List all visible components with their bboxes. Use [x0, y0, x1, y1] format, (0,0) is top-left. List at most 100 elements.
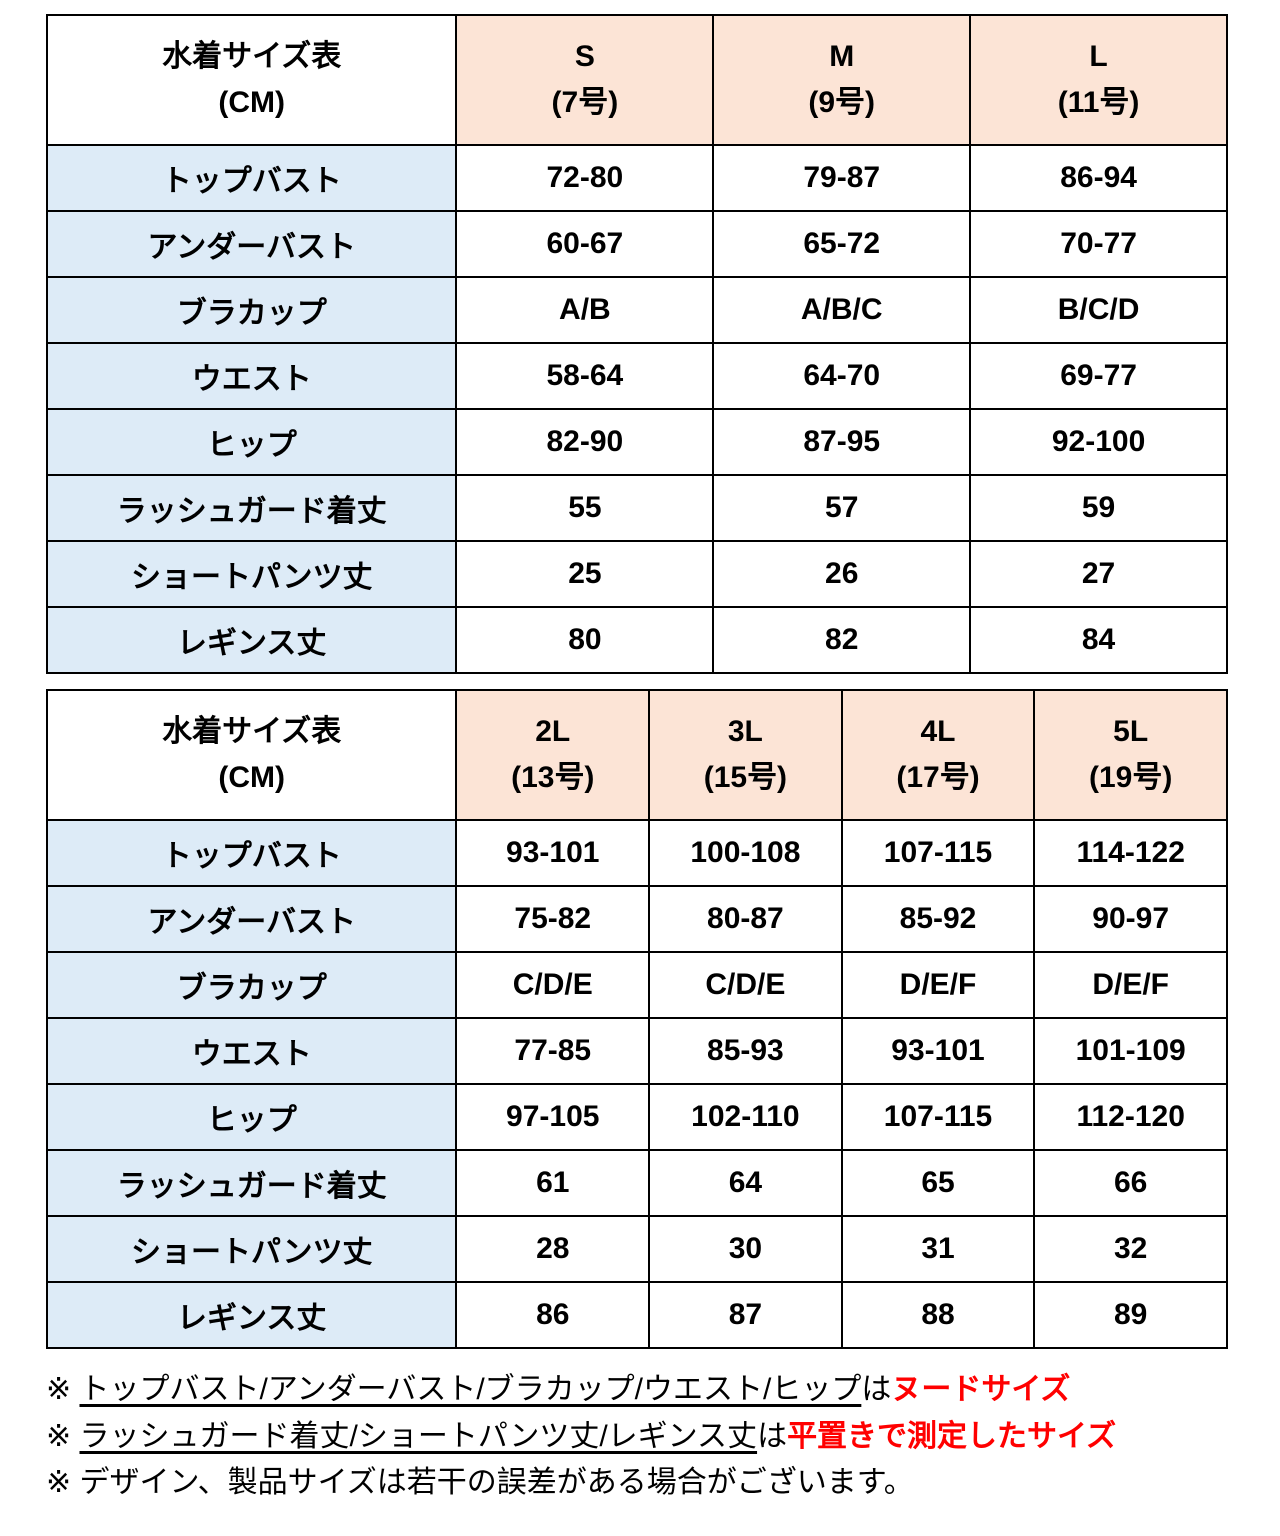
footnote-segment: は [861, 1373, 892, 1406]
size-label: L [1089, 40, 1108, 73]
table-row: アンダーバスト 75-82 80-87 85-92 90-97 [45, 885, 1228, 953]
table-row: トップバスト 93-101 100-108 107-115 114-122 [45, 819, 1228, 887]
size-label: S [574, 40, 595, 73]
size-jp-number: (15号) [703, 761, 788, 794]
table-row: ヒップ 97-105 102-110 107-115 112-120 [45, 1083, 1228, 1151]
footnote-segment: ※ デザイン、製品サイズは若干の誤差がある場合がございます。 [46, 1466, 914, 1499]
table-title-unit: (CM) [218, 86, 286, 119]
size-column-header: M (9号) [712, 14, 972, 146]
size-value: 72-80 [455, 144, 715, 212]
table-row: ブラカップ C/D/E C/D/E D/E/F D/E/F [45, 951, 1228, 1019]
footnote-segment: ※ [46, 1373, 80, 1406]
footnote-segment: トップバスト/アンダーバスト/ブラカップ/ウエスト/ヒップ [79, 1373, 862, 1406]
row-label: ヒップ [45, 408, 458, 476]
footnote-segment: ヌードサイズ [891, 1373, 1071, 1406]
table-row: ショートパンツ丈 28 30 31 32 [45, 1215, 1228, 1283]
table-row: ウエスト 77-85 85-93 93-101 101-109 [45, 1017, 1228, 1085]
size-value: 26 [712, 540, 972, 608]
row-label: ショートパンツ丈 [45, 540, 458, 608]
size-value: 31 [840, 1215, 1036, 1283]
size-value: 101-109 [1033, 1017, 1228, 1085]
footnote: ※ デザイン、製品サイズは若干の誤差がある場合がございます。 [46, 1460, 1228, 1507]
table-row: ヒップ 82-90 87-95 92-100 [45, 408, 1228, 476]
size-value: 80-87 [648, 885, 843, 953]
size-value: 82-90 [455, 408, 715, 476]
size-value: 25 [455, 540, 715, 608]
size-label: 2L [535, 715, 571, 748]
size-label: 5L [1113, 715, 1149, 748]
size-label: 4L [920, 715, 956, 748]
size-value: 93-101 [840, 1017, 1036, 1085]
row-label: アンダーバスト [45, 210, 458, 278]
size-value: 97-105 [455, 1083, 651, 1151]
size-value: 58-64 [455, 342, 715, 410]
footnote-segment: は [757, 1419, 788, 1453]
row-label: レギンス丈 [45, 606, 458, 674]
size-value: D/E/F [840, 951, 1036, 1019]
row-label: ブラカップ [45, 951, 458, 1019]
table-row: レギンス丈 86 87 88 89 [45, 1281, 1228, 1349]
footnote-segment: ラッシュガード着丈/ショートパンツ丈/レギンス丈 [79, 1419, 758, 1453]
size-jp-number: (19号) [1088, 761, 1173, 794]
size-value: 57 [712, 474, 972, 542]
size-value: C/D/E [455, 951, 651, 1019]
size-value: 112-120 [1033, 1083, 1228, 1151]
size-value: 30 [648, 1215, 843, 1283]
size-value: 86-94 [969, 144, 1228, 212]
size-value: A/B/C [712, 276, 972, 344]
size-value: 27 [969, 540, 1228, 608]
table-title: 水着サイズ表 [162, 40, 342, 73]
size-jp-number: (13号) [511, 761, 595, 794]
table-title-cell: 水着サイズ表 (CM) [45, 689, 458, 821]
size-value: A/B [455, 276, 715, 344]
size-column-header: 3L (15号) [648, 689, 843, 821]
table-title-unit: (CM) [218, 761, 286, 794]
table-title-cell: 水着サイズ表 (CM) [45, 14, 458, 146]
size-value: 88 [840, 1281, 1036, 1349]
size-jp-number: (11号) [1057, 86, 1140, 119]
size-table-s-m-l: 水着サイズ表 (CM) S (7号) M (9号) L (11号) トップバスト 72-80 79-… [45, 14, 1228, 674]
table-row: ブラカップ A/B A/B/C B/C/D [45, 276, 1228, 344]
size-label: M [829, 40, 855, 73]
row-label: トップバスト [45, 144, 458, 212]
size-label: 3L [727, 715, 763, 748]
size-column-header: 4L (17号) [840, 689, 1036, 821]
footnote-segment: ※ [46, 1419, 80, 1453]
table-row: アンダーバスト 60-67 65-72 70-77 [45, 210, 1228, 278]
size-value: 107-115 [840, 819, 1036, 887]
row-label: アンダーバスト [45, 885, 458, 953]
size-value: 100-108 [648, 819, 843, 887]
size-value: 87-95 [712, 408, 972, 476]
size-value: 32 [1033, 1215, 1228, 1283]
row-label: ヒップ [45, 1083, 458, 1151]
size-value: C/D/E [648, 951, 843, 1019]
table-title: 水着サイズ表 [162, 715, 342, 748]
size-value: 87 [648, 1281, 843, 1349]
size-value: 90-97 [1033, 885, 1228, 953]
table-row: ショートパンツ丈 25 26 27 [45, 540, 1228, 608]
footnote: ※ ラッシュガード着丈/ショートパンツ丈/レギンス丈は平置きで測定したサイズ [46, 1414, 1228, 1461]
size-value: 55 [455, 474, 715, 542]
table-row: ラッシュガード着丈 61 64 65 66 [45, 1149, 1228, 1217]
size-value: 59 [969, 474, 1228, 542]
size-column-header: S (7号) [455, 14, 715, 146]
size-column-header: 5L (19号) [1033, 689, 1228, 821]
size-value: B/C/D [969, 276, 1228, 344]
row-label: ウエスト [45, 1017, 458, 1085]
size-value: 69-77 [969, 342, 1228, 410]
size-value: 64-70 [712, 342, 972, 410]
size-column-header: L (11号) [969, 14, 1228, 146]
size-value: 93-101 [455, 819, 651, 887]
table-row: レギンス丈 80 82 84 [45, 606, 1228, 674]
size-value: 107-115 [840, 1083, 1036, 1151]
size-value: 85-92 [840, 885, 1036, 953]
size-value: 28 [455, 1215, 651, 1283]
footnotes: ※ トップバスト/アンダーバスト/ブラカップ/ウエスト/ヒップはヌードサイズ ※ … [46, 1367, 1228, 1507]
size-column-header: 2L (13号) [455, 689, 651, 821]
size-value: 89 [1033, 1281, 1228, 1349]
size-table-2l-5l: 水着サイズ表 (CM) 2L (13号) 3L (15号) 4L (17号) 5L (19号) トッ… [45, 689, 1228, 1349]
row-label: レギンス丈 [45, 1281, 458, 1349]
size-value: 86 [455, 1281, 651, 1349]
size-value: 77-85 [455, 1017, 651, 1085]
